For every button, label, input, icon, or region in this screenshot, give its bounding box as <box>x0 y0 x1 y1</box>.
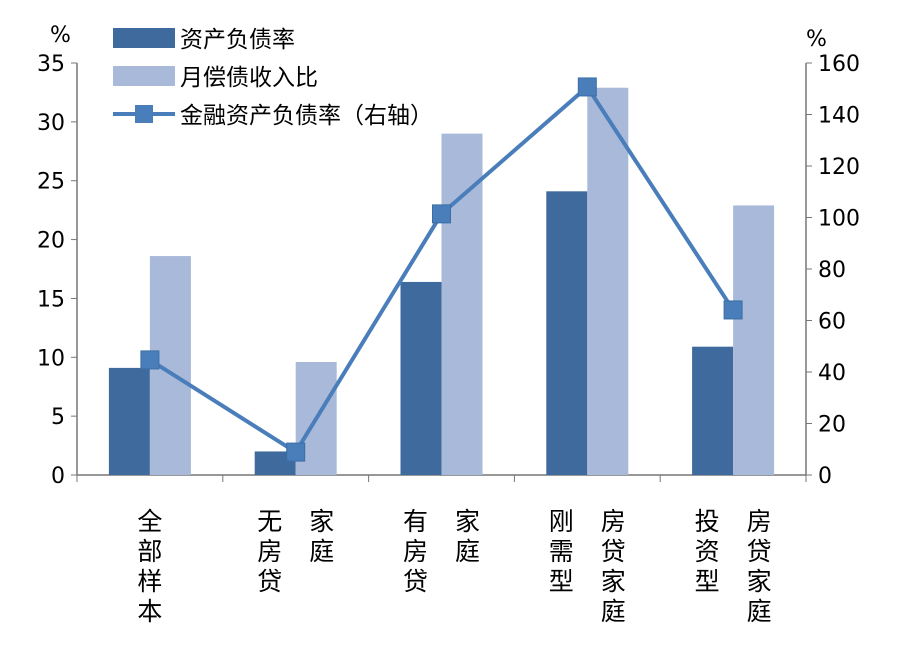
right-axis-unit: % <box>806 27 827 52</box>
category-label: 家庭 <box>451 508 481 568</box>
axes: 0 5 10 15 20 25 30 35 0 20 40 60 80 100 120 140 160 <box>37 52 860 489</box>
left-tick-label: 0 <box>51 464 65 489</box>
left-tick-label: 35 <box>37 52 65 77</box>
left-tick-label: 15 <box>37 287 65 312</box>
right-tick-label: 120 <box>818 155 860 180</box>
category-label: 全部样本 <box>133 508 163 628</box>
right-tick-label: 160 <box>818 52 860 77</box>
right-tick-label: 20 <box>818 413 846 438</box>
right-tick-label: 140 <box>818 104 860 129</box>
category-label: 刚需型 <box>545 508 575 598</box>
bar-asset-liability <box>400 281 442 475</box>
right-tick-label: 80 <box>818 258 846 283</box>
left-tick-label: 20 <box>37 229 65 254</box>
left-tick-label: 10 <box>37 346 65 371</box>
bar-asset-liability <box>546 191 588 475</box>
line-marker <box>577 77 597 97</box>
legend-swatch <box>113 28 175 48</box>
bar-debt-income <box>733 205 775 476</box>
left-tick-label: 5 <box>51 405 65 430</box>
legend-swatch <box>113 66 175 86</box>
bar-asset-liability <box>254 451 296 475</box>
line-marker <box>432 204 451 224</box>
right-tick-label: 100 <box>818 207 860 232</box>
left-axis-unit: % <box>50 23 71 48</box>
category-label: 房贷家庭 <box>597 508 627 628</box>
bar-debt-income <box>441 133 483 475</box>
category-label: 家庭 <box>305 508 335 568</box>
right-tick-label: 0 <box>818 464 832 489</box>
line-marker <box>286 442 306 462</box>
line-marker <box>723 300 743 320</box>
bar-debt-income <box>587 87 629 475</box>
legend-label: 金融资产负债率（右轴） <box>180 103 433 129</box>
category-label: 无房贷 <box>253 508 283 598</box>
legend-label: 月偿债收入比 <box>180 65 318 91</box>
category-label: 有房贷 <box>399 508 429 598</box>
right-tick-label: 60 <box>818 310 846 335</box>
category-label: 投资型 <box>691 508 721 598</box>
line-series <box>140 77 743 462</box>
bar-asset-liability <box>108 367 150 475</box>
bars <box>108 87 775 476</box>
legend-label: 资产负债率 <box>180 27 295 53</box>
category-label: 房贷家庭 <box>743 508 773 628</box>
left-tick-label: 25 <box>37 170 65 195</box>
right-tick-label: 40 <box>818 361 846 386</box>
bar-asset-liability <box>692 346 734 475</box>
line-marker <box>140 350 160 370</box>
legend-marker <box>135 105 153 123</box>
left-tick-label: 30 <box>37 111 65 136</box>
